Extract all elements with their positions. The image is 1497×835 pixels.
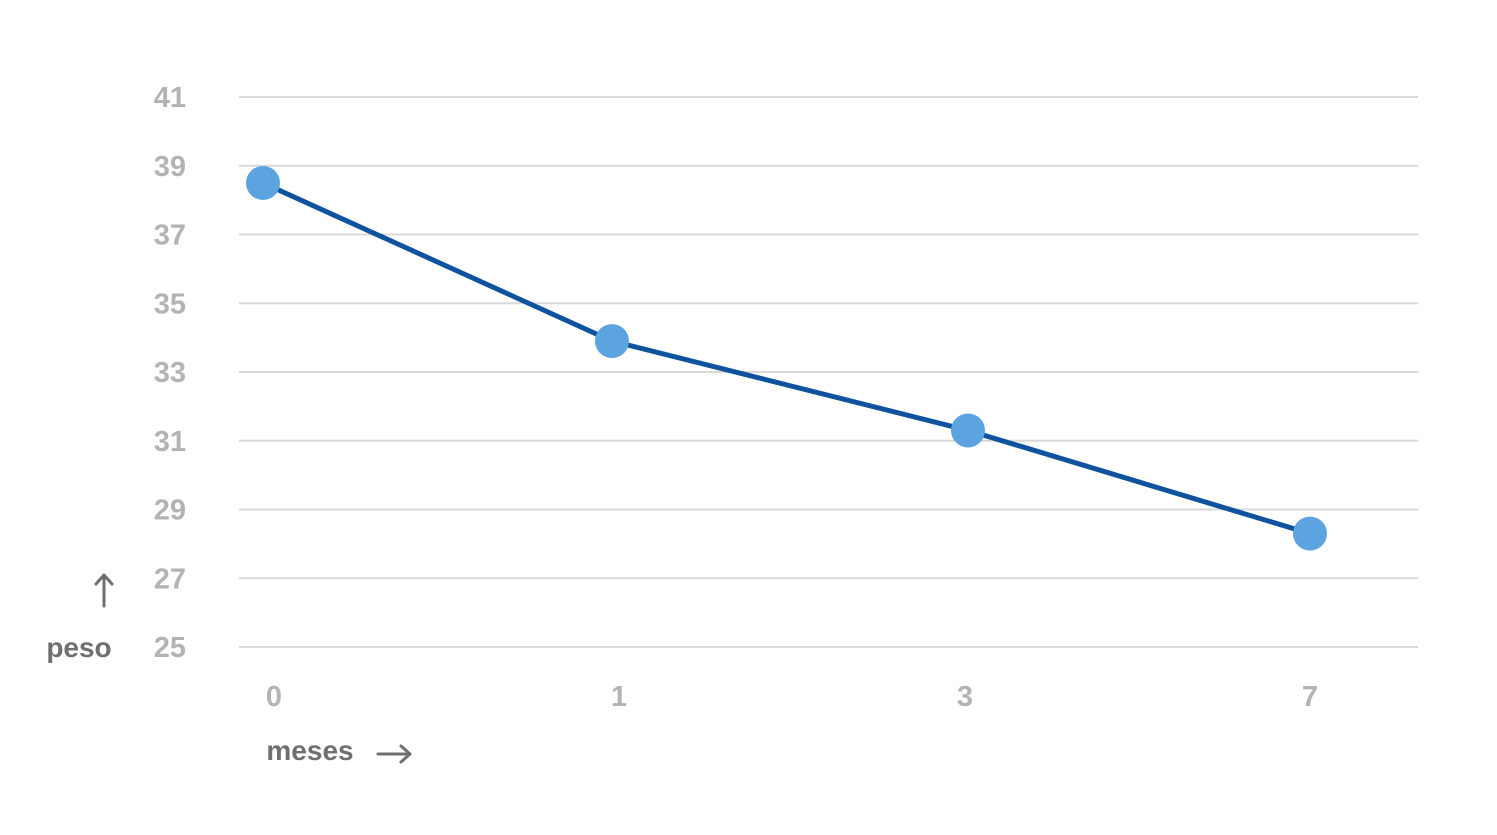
x-tick-label: 0 [266,681,282,713]
data-point [246,165,280,200]
y-tick-label: 29 [154,495,186,527]
y-tick-label: 41 [154,82,186,114]
series-peso [246,165,1327,551]
y-tick-label: 31 [154,426,186,458]
right-arrow-icon [376,744,412,764]
y-tick-label: 33 [154,357,186,389]
series-line [260,180,1313,537]
x-axis-title-group: meses [266,735,412,766]
x-axis-ticks: 0 1 3 7 [266,681,1318,713]
x-axis-title: meses [266,735,353,766]
y-tick-label: 35 [154,288,186,320]
data-point [951,413,985,448]
x-tick-label: 1 [611,681,627,713]
y-tick-label: 39 [154,151,186,183]
data-point [595,324,629,359]
data-point [1293,516,1327,551]
y-tick-label: 27 [154,563,186,595]
x-tick-label: 7 [1302,681,1318,713]
gridlines [239,96,1418,648]
y-tick-label: 25 [154,632,186,664]
up-arrow-icon [94,573,114,608]
y-axis-title-group: peso [46,573,114,663]
y-axis-ticks: 41 39 37 35 33 31 29 27 25 [154,82,186,664]
y-tick-label: 37 [154,220,186,252]
y-axis-title: peso [46,632,111,663]
x-tick-label: 3 [957,681,973,713]
